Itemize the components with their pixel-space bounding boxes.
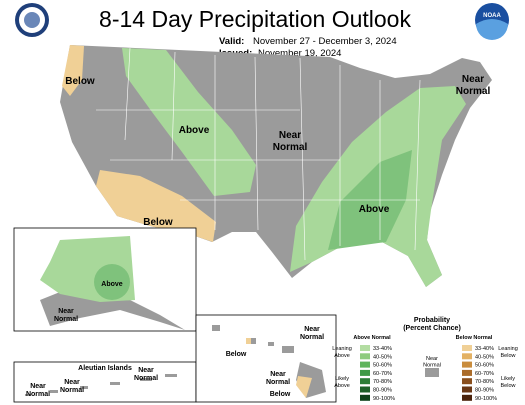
above-area-west bbox=[122, 48, 256, 196]
hawaii-below bbox=[296, 376, 312, 398]
region-label: Below bbox=[65, 76, 95, 87]
hawaii-below-2 bbox=[246, 338, 251, 344]
region-label: Near bbox=[270, 371, 286, 378]
region-label: Below bbox=[143, 217, 173, 228]
region-label: Near bbox=[58, 308, 74, 315]
legend-level: 33-40% bbox=[475, 346, 494, 352]
legend-level: 70-80% bbox=[475, 379, 494, 385]
legend-level: 90-100% bbox=[475, 396, 497, 402]
legend-level: 50-60% bbox=[373, 363, 392, 369]
legend-swatch-below bbox=[462, 361, 472, 368]
legend-title: Probability bbox=[414, 317, 450, 324]
legend-category: Likely bbox=[501, 376, 515, 382]
below-area-sw bbox=[96, 170, 216, 242]
region-label: Normal bbox=[54, 316, 78, 323]
region-label: Near bbox=[30, 383, 46, 390]
legend-level: 80-90% bbox=[475, 388, 494, 394]
legend-swatch-above bbox=[360, 369, 370, 376]
legend-swatch-below bbox=[462, 353, 472, 360]
legend-swatch-above bbox=[360, 361, 370, 368]
region-label: Near bbox=[138, 367, 154, 374]
legend-category: Leaning bbox=[498, 346, 518, 352]
region-label: Above bbox=[179, 125, 210, 136]
valid-dates: November 27 - December 3, 2024 bbox=[253, 36, 397, 47]
state-lines bbox=[96, 47, 421, 261]
legend-level: 60-70% bbox=[373, 371, 392, 377]
region-label: Normal bbox=[60, 387, 84, 394]
region-label: Near bbox=[304, 326, 320, 333]
region-label: Near bbox=[279, 130, 301, 141]
legend-heading: Above Normal bbox=[353, 335, 391, 341]
noaa-text: NOAA bbox=[483, 13, 501, 19]
legend-near: Near bbox=[426, 356, 438, 362]
region-label: Normal bbox=[26, 391, 50, 398]
legend-swatch-above bbox=[360, 353, 370, 360]
region-label: Above bbox=[359, 204, 390, 215]
region-label: Normal bbox=[273, 142, 308, 153]
hawaii-islands bbox=[212, 325, 294, 353]
legend-level: 33-40% bbox=[373, 346, 392, 352]
legend-swatch-above bbox=[360, 386, 370, 393]
legend-title: (Percent Chance) bbox=[403, 325, 461, 332]
commerce-logo bbox=[15, 3, 49, 37]
legend-swatch-below bbox=[462, 386, 472, 393]
noaa-logo: NOAA bbox=[475, 3, 509, 40]
legend-near: Normal bbox=[423, 363, 441, 369]
legend-swatch-above bbox=[360, 345, 370, 351]
legend-level: 50-60% bbox=[475, 363, 494, 369]
aleutian-inset bbox=[13, 361, 197, 403]
legend-swatch-above bbox=[360, 378, 370, 385]
below-area-nw bbox=[62, 45, 84, 96]
alaska-near-normal bbox=[40, 292, 185, 330]
region-label: Below bbox=[270, 391, 291, 398]
region-label: Normal bbox=[456, 86, 491, 97]
title: 8-14 Day Precipitation Outlook bbox=[99, 6, 411, 32]
region-label: Near bbox=[64, 379, 80, 386]
legend-swatch-below bbox=[462, 369, 472, 376]
legend-level: 80-90% bbox=[373, 388, 392, 394]
valid-label: Valid: bbox=[219, 36, 244, 47]
region-label: Normal bbox=[266, 379, 290, 386]
conus-map bbox=[60, 45, 492, 287]
legend: Probability(Percent Chance) Above Normal B… bbox=[332, 317, 518, 402]
legend-category: Above bbox=[334, 383, 350, 389]
legend-heading: Below Normal bbox=[456, 335, 493, 341]
legend-swatch-near bbox=[425, 368, 439, 377]
legend-category: Leaning bbox=[332, 346, 352, 352]
legend-level: 90-100% bbox=[373, 396, 395, 402]
legend-swatch-above bbox=[360, 394, 370, 401]
region-label: Above bbox=[101, 281, 123, 288]
legend-category: Below bbox=[501, 383, 516, 389]
aleutian-title: Aleutian Islands bbox=[78, 365, 132, 372]
region-label: Normal bbox=[300, 334, 324, 341]
issued-date: November 19, 2024 bbox=[258, 48, 341, 59]
legend-category: Likely bbox=[335, 376, 349, 382]
region-label: Near bbox=[462, 74, 484, 85]
legend-level: 40-50% bbox=[373, 354, 392, 360]
legend-swatch-below bbox=[462, 378, 472, 385]
legend-level: 70-80% bbox=[373, 379, 392, 385]
legend-category: Below bbox=[501, 353, 516, 359]
legend-level: 60-70% bbox=[475, 371, 494, 377]
region-label: Below bbox=[226, 351, 247, 358]
alaska-above-40 bbox=[94, 264, 130, 300]
legend-level: 40-50% bbox=[475, 354, 494, 360]
legend-swatch-below bbox=[462, 345, 472, 351]
region-label: Normal bbox=[134, 375, 158, 382]
legend-swatch-below bbox=[462, 394, 472, 401]
legend-category: Above bbox=[334, 353, 350, 359]
